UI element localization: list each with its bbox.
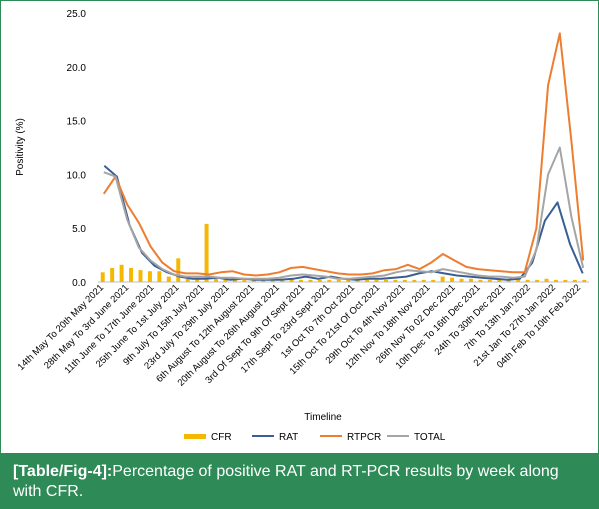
cfr-bar (421, 279, 426, 282)
cfr-bar (412, 279, 417, 282)
cfr-bar (393, 279, 398, 282)
cfr-bar (129, 268, 134, 282)
cfr-bar (308, 279, 313, 282)
cfr-bar (506, 279, 511, 282)
cfr-bar (317, 279, 322, 282)
cfr-bar (459, 278, 464, 282)
rtpcr-line (102, 32, 585, 277)
x-axis-label: Timeline (304, 412, 342, 423)
cfr-bar (478, 279, 483, 282)
cfr-bar (563, 279, 568, 282)
caption-text: Percentage of positive RAT and RT-PCR re… (13, 463, 559, 500)
cfr-bar (119, 264, 124, 282)
cfr-bar (440, 276, 445, 282)
rat-line (103, 165, 584, 281)
cfr-bar (374, 279, 379, 282)
cfr-bar (431, 279, 436, 282)
cfr-bar (204, 223, 209, 282)
cfr-bar (402, 279, 407, 282)
chart-legend: CFR RAT RTPCR TOTAL (184, 432, 446, 443)
y-tick-label: 25.0 (67, 9, 87, 20)
cfr-bar (289, 278, 294, 282)
y-axis-label: Positivity (%) (15, 118, 26, 176)
cfr-bar (487, 279, 492, 282)
cfr-bar (157, 271, 162, 282)
cfr-bar (214, 278, 219, 282)
cfr-bar (336, 279, 341, 282)
cfr-bar (147, 271, 152, 282)
chart-lines (102, 32, 585, 281)
cfr-bar (544, 278, 549, 282)
cfr-bar (176, 258, 181, 282)
cfr-bar (553, 279, 558, 282)
cfr-bar (384, 279, 388, 282)
cfr-bar (223, 279, 228, 282)
cfr-bar (327, 279, 332, 282)
cfr-bar (346, 279, 351, 282)
cfr-bar (572, 279, 577, 282)
cfr-bar (100, 272, 105, 282)
cfr-bar (261, 279, 266, 282)
cfr-bar (185, 278, 190, 282)
figure-caption: [Table/Fig-4]:Percentage of positive RAT… (1, 453, 598, 508)
y-tick-label: 10.0 (67, 170, 87, 181)
legend-label-total: TOTAL (414, 432, 446, 443)
legend-label-cfr: CFR (211, 432, 232, 443)
cfr-bar (516, 279, 521, 282)
legend-label-rtpcr: RTPCR (347, 432, 381, 443)
cfr-bar (299, 279, 303, 282)
cfr-bar (497, 278, 502, 282)
cfr-bar (450, 277, 455, 282)
cfr-bar (535, 279, 540, 282)
cfr-bar (242, 279, 247, 282)
y-tick-label: 0.0 (72, 278, 86, 289)
y-tick-label: 5.0 (72, 224, 86, 235)
y-tick-label: 20.0 (67, 63, 87, 74)
total-line (103, 146, 585, 280)
y-tick-label: 15.0 (67, 117, 87, 128)
cfr-bar (525, 279, 530, 282)
caption-tag: [Table/Fig-4]: (13, 463, 113, 480)
legend-swatch-cfr (184, 434, 206, 439)
legend-label-rat: RAT (279, 432, 298, 443)
cfr-bar (195, 278, 200, 282)
cfr-bar (110, 268, 115, 282)
cfr-bar (232, 279, 237, 282)
cfr-bar (251, 279, 256, 282)
cfr-bar (138, 270, 143, 282)
cfr-bar (365, 279, 370, 282)
cfr-bar (166, 276, 171, 282)
cfr-bar (582, 279, 587, 282)
cfr-bar (468, 278, 473, 282)
